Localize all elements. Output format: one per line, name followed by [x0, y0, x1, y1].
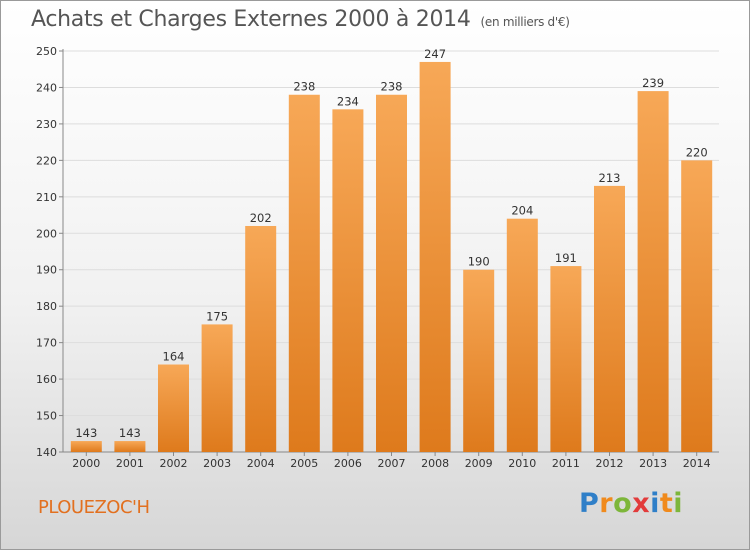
bar-2003	[201, 324, 233, 452]
y-tick-label: 250	[36, 45, 57, 58]
logo-letter: P	[579, 488, 600, 519]
y-tick-label: 170	[36, 337, 57, 350]
data-label-2009: 190	[468, 255, 490, 269]
data-label-2003: 175	[206, 309, 228, 323]
data-label-2001: 143	[119, 426, 141, 440]
bars	[70, 61, 713, 452]
bar-2007	[376, 94, 407, 452]
y-tick-label: 210	[36, 191, 57, 204]
chart-subtitle: (en milliers d'€)	[480, 15, 570, 29]
x-axis-ticks: 2000 2001 2002 2003 2004 2005 2006 2007 2008 2009…	[72, 452, 711, 470]
bar-2008	[419, 61, 451, 452]
proxiti-logo: Proxiti	[579, 488, 683, 519]
bar-2013	[637, 91, 669, 452]
x-tick-label-2009: 2009	[465, 457, 493, 470]
x-tick-label-2012: 2012	[596, 457, 624, 470]
data-label-2011: 191	[555, 251, 577, 265]
logo-letter: i	[673, 488, 684, 519]
logo-letter: o	[613, 488, 633, 519]
y-tick-label: 240	[36, 81, 57, 94]
data-label-2007: 238	[381, 80, 403, 94]
x-tick-label-2011: 2011	[552, 457, 580, 470]
data-label-2005: 238	[293, 80, 315, 94]
y-tick-label: 180	[36, 300, 57, 313]
commune-name: PLOUEZOC'H	[38, 497, 150, 518]
bar-2012	[594, 185, 625, 452]
x-tick-label-2010: 2010	[508, 457, 536, 470]
y-tick-label: 220	[36, 154, 57, 167]
bar-2001	[114, 441, 146, 452]
y-tick-label: 230	[36, 118, 57, 131]
bar-2006	[332, 109, 364, 452]
x-tick-label-2000: 2000	[72, 457, 100, 470]
bar-2004	[245, 225, 277, 452]
logo-letter: t	[659, 488, 674, 519]
data-label-2002: 164	[163, 350, 185, 364]
x-tick-label-2001: 2001	[116, 457, 144, 470]
chart-title: Achats et Charges Externes 2000 à 2014 (e…	[31, 7, 570, 32]
logo-letter: r	[599, 488, 614, 519]
bar-2011	[550, 266, 582, 452]
x-tick-label-2006: 2006	[334, 457, 362, 470]
bar-2002	[158, 364, 189, 452]
y-tick-label: 190	[36, 264, 57, 277]
x-tick-label-2002: 2002	[160, 457, 188, 470]
title-text: Achats et Charges Externes 2000 à 2014	[31, 7, 471, 32]
data-label-2006: 234	[337, 94, 359, 108]
y-tick-label: 140	[36, 446, 57, 459]
bar-2005	[288, 94, 320, 452]
x-tick-label-2008: 2008	[421, 457, 449, 470]
data-label-2014: 220	[686, 145, 708, 159]
bar-2014	[681, 160, 713, 452]
data-label-2013: 239	[642, 76, 664, 90]
x-tick-label-2013: 2013	[639, 457, 667, 470]
bar-2000	[70, 441, 102, 452]
data-label-2004: 202	[250, 211, 272, 225]
x-tick-label-2007: 2007	[378, 457, 406, 470]
logo-letter: i	[650, 488, 660, 519]
data-label-2010: 204	[511, 204, 533, 218]
logo-letter: x	[632, 488, 651, 519]
data-labels: 143 143 164 175 202 238 234 238 247 190 204 191 213 2…	[75, 47, 707, 440]
y-tick-label: 200	[36, 227, 57, 240]
data-label-2000: 143	[75, 426, 97, 440]
bar-2009	[463, 269, 495, 452]
y-tick-label: 150	[36, 410, 57, 423]
x-tick-label-2005: 2005	[290, 457, 318, 470]
x-tick-label-2004: 2004	[247, 457, 275, 470]
data-label-2012: 213	[599, 171, 621, 185]
x-tick-label-2014: 2014	[683, 457, 711, 470]
data-label-2008: 247	[424, 47, 446, 61]
y-tick-label: 160	[36, 373, 57, 386]
bar-2010	[506, 218, 538, 452]
x-tick-label-2003: 2003	[203, 457, 231, 470]
